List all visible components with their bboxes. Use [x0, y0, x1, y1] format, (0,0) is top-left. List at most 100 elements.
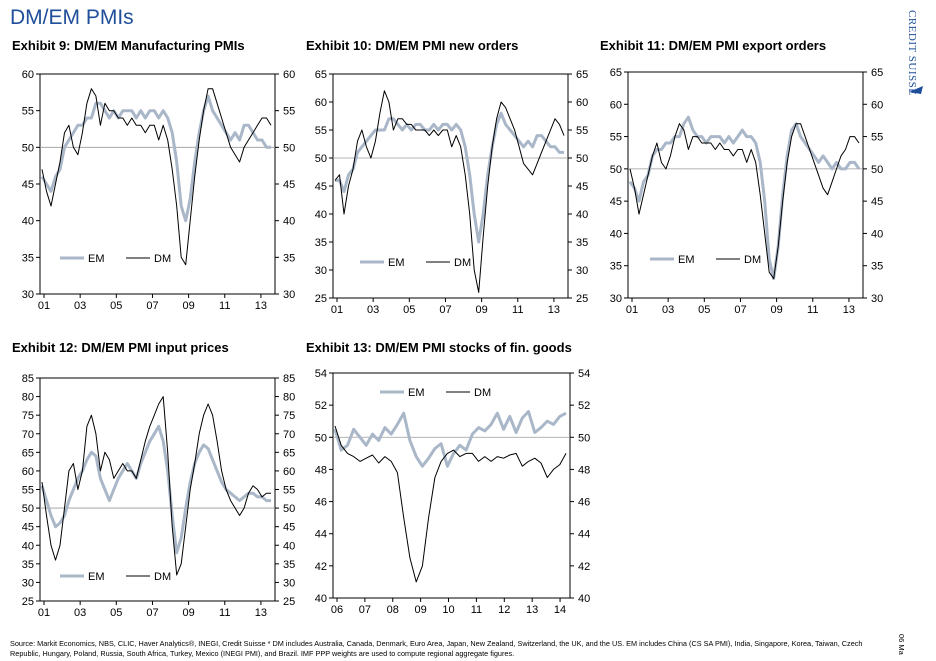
- ex10-y-label-left: 45: [315, 181, 327, 193]
- ex12-y-label-left: 50: [22, 503, 34, 515]
- ex10-y-label-right: 25: [576, 293, 588, 305]
- ex11-x-label: 13: [843, 304, 855, 316]
- ex10-y-label-right: 30: [576, 265, 588, 277]
- ex12-y-label-left: 35: [22, 559, 34, 571]
- ex11-x-label: 11: [807, 304, 818, 316]
- ex12-legend-dm-label: DM: [154, 571, 171, 583]
- ex13-plot-frame: [332, 372, 571, 599]
- ex11-y-label-left: 45: [610, 196, 622, 208]
- ex9-y-label-left: 35: [22, 252, 34, 264]
- page-title: DM/EM PMIs: [10, 6, 134, 29]
- ex13-y-label-left: 54: [315, 368, 327, 380]
- ex12-y-label-left: 55: [22, 485, 34, 497]
- ex9-y-label-left: 60: [22, 69, 34, 81]
- ex9-x-label: 03: [74, 300, 86, 312]
- ex12-y-label-left: 60: [22, 466, 34, 478]
- ex12-x-label: 07: [146, 607, 158, 619]
- ex12-y-label-left: 80: [22, 392, 34, 404]
- ex9-y-label-right: 40: [283, 216, 295, 228]
- ex11-legend-em-label: EM: [678, 254, 695, 266]
- ex12-plot-frame: [39, 377, 276, 602]
- ex9-legend-em-label: EM: [88, 253, 105, 265]
- ex9-y-label-left: 55: [22, 106, 34, 118]
- ex11-y-label-right: 60: [871, 99, 883, 111]
- ex12-chart: 25 25 30 30 35 35 40 40 45 45 50 50 55 55 60 60 65 65 70 70…: [22, 373, 296, 619]
- ex9-y-label-right: 50: [283, 142, 295, 154]
- ex13-y-label-left: 50: [315, 432, 327, 444]
- ex12-y-label-right: 30: [283, 577, 295, 589]
- ex11-x-label: 03: [662, 304, 674, 316]
- ex9-x-label: 13: [255, 300, 267, 312]
- ex13-series-em-line: [333, 410, 567, 468]
- ex12-y-label-left: 85: [22, 373, 34, 385]
- ex10-y-label-left: 55: [315, 125, 327, 137]
- ex11-plot-frame: [627, 71, 864, 299]
- ex13-y-label-right: 50: [578, 432, 590, 444]
- ex9-y-label-right: 45: [283, 179, 295, 191]
- ex11-series-dm-line: [629, 123, 860, 280]
- ex9-x-label: 11: [219, 300, 230, 312]
- ex9-legend-dm-label: DM: [154, 253, 171, 265]
- ex10-y-label-left: 60: [315, 97, 327, 109]
- ex10-chart: 25 25 30 30 35 35 40 40 45 45 50 50 55 55 60 60 65 65 01 03…: [315, 69, 589, 316]
- ex13-x-label: 10: [442, 604, 454, 616]
- ex10-series-em-line: [335, 111, 564, 244]
- ex13-series-dm-line: [334, 425, 567, 583]
- ex12-x-label: 11: [219, 607, 230, 619]
- ex12-y-label-left: 30: [22, 577, 34, 589]
- ex10-y-label-left: 40: [315, 209, 327, 221]
- ex10-legend-em-label: EM: [388, 257, 405, 269]
- ex9-y-label-right: 55: [283, 106, 295, 118]
- ex12-y-label-right: 40: [283, 540, 295, 552]
- ex10-x-label: 09: [475, 304, 487, 316]
- ex13-x-label: 06: [331, 604, 343, 616]
- ex10-x-label: 05: [403, 304, 415, 316]
- ex9-y-label-right: 30: [283, 289, 295, 301]
- ex13-y-label-left: 46: [315, 497, 327, 509]
- ex12-series-dm-line: [41, 396, 271, 576]
- ex13-y-label-left: 40: [315, 593, 327, 605]
- ex10-x-label: 07: [439, 304, 451, 316]
- ex12-y-label-right: 35: [283, 559, 295, 571]
- ex11-x-label: 01: [626, 304, 638, 316]
- ex11-y-label-left: 65: [610, 67, 622, 79]
- ex12-y-label-left: 45: [22, 522, 34, 534]
- ex11-x-label: 05: [698, 304, 710, 316]
- ex13-x-label: 07: [359, 604, 371, 616]
- ex13-x-label: 14: [554, 604, 566, 616]
- ex12-y-label-right: 55: [283, 485, 295, 497]
- ex12-x-label: 05: [110, 607, 122, 619]
- ex13-y-label-right: 42: [578, 561, 590, 573]
- ex10-y-label-right: 40: [576, 209, 588, 221]
- ex10-y-label-right: 50: [576, 153, 588, 165]
- ex9-y-label-left: 30: [22, 289, 34, 301]
- ex12-x-label: 01: [38, 607, 50, 619]
- credit-suisse-logo: CREDIT SUISSE: [906, 10, 923, 95]
- ex11-y-label-left: 35: [610, 261, 622, 273]
- ex12-y-label-left: 75: [22, 410, 34, 422]
- ex11-x-label: 09: [770, 304, 782, 316]
- ex13-y-label-left: 42: [315, 561, 327, 573]
- ex12-y-label-right: 50: [283, 503, 295, 515]
- ex10-y-label-left: 30: [315, 265, 327, 277]
- svg-text:CREDIT SUISSE: CREDIT SUISSE: [906, 10, 918, 95]
- ex10-y-label-right: 60: [576, 97, 588, 109]
- ex9-x-label: 01: [38, 300, 50, 312]
- ex12-y-label-right: 85: [283, 373, 295, 385]
- ex11-y-label-left: 50: [610, 164, 622, 176]
- ex11-y-label-right: 45: [871, 196, 883, 208]
- ex12-legend-em-label: EM: [88, 571, 105, 583]
- ex9-x-label: 05: [110, 300, 122, 312]
- exhibit-10-title: Exhibit 10: DM/EM PMI new orders: [306, 38, 519, 53]
- ex12-y-label-right: 70: [283, 429, 295, 441]
- ex13-x-label: 08: [387, 604, 399, 616]
- ex11-y-label-right: 35: [871, 261, 883, 273]
- ex10-plot-frame: [332, 73, 569, 299]
- ex13-y-label-right: 40: [578, 593, 590, 605]
- ex11-y-label-right: 30: [871, 293, 883, 305]
- ex10-y-label-left: 65: [315, 69, 327, 81]
- ex12-y-label-right: 75: [283, 410, 295, 422]
- ex13-y-label-right: 52: [578, 400, 590, 412]
- ex12-y-label-right: 45: [283, 522, 295, 534]
- ex13-y-label-right: 46: [578, 497, 590, 509]
